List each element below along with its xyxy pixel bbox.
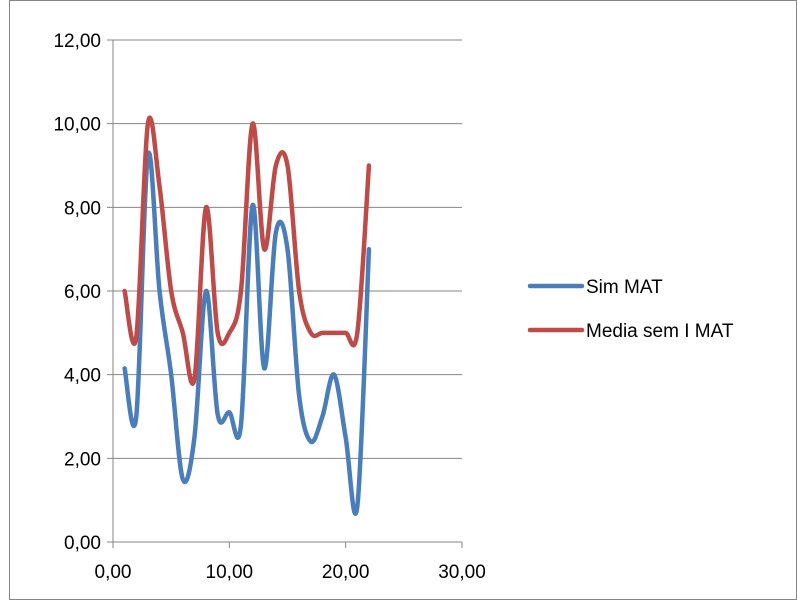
legend: Sim MAT Media sem I MAT — [527, 277, 734, 342]
y-tick-label: 8,00 — [64, 198, 101, 219]
axes: 0,00 2,00 4,00 6,00 8,00 10,00 12,00 0,00 10,00 2… — [53, 31, 485, 583]
legend-label: Media sem I MAT — [586, 321, 734, 342]
series-lines — [122, 115, 372, 516]
x-tick-label: 0,00 — [95, 562, 132, 583]
y-tick-label: 12,00 — [53, 31, 101, 52]
y-tick-label: 6,00 — [64, 282, 101, 303]
y-tick-label: 0,00 — [64, 533, 101, 554]
legend-label: Sim MAT — [586, 277, 663, 298]
x-tick-label: 30,00 — [438, 562, 486, 583]
y-tick-label: 4,00 — [64, 366, 101, 387]
x-tick-label: 10,00 — [206, 562, 254, 583]
y-tick-label: 10,00 — [53, 115, 101, 136]
y-tick-label: 2,00 — [64, 449, 101, 470]
grid-lines — [107, 39, 462, 459]
x-tick-label: 20,00 — [322, 562, 370, 583]
series-line-media-sem-i-mat — [122, 115, 372, 386]
series-line-sim-mat — [122, 150, 372, 516]
